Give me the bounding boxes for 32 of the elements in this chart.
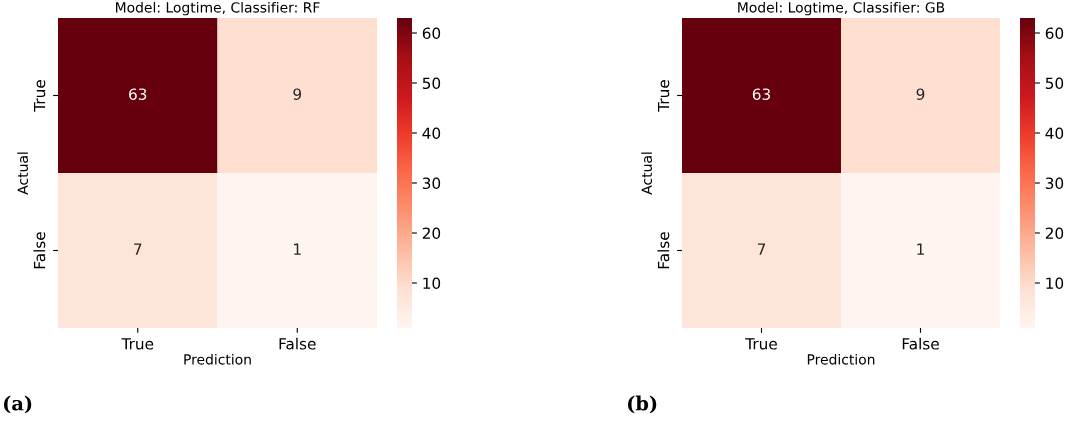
color-bar-label: 50 [422, 77, 441, 90]
y-axis-title: Actual [17, 152, 29, 195]
data-label: 9 [916, 88, 925, 100]
chart-title: Model: Logtime, Classifier: GB [738, 1, 945, 16]
color-bar-label: 60 [422, 27, 441, 40]
color-bar-label: 10 [1046, 277, 1064, 290]
x-axis-title: Prediction [184, 353, 251, 365]
color-bar-label: 10 [423, 277, 441, 290]
text: (a) [3, 395, 32, 414]
color-bar-label: 50 [1045, 77, 1064, 90]
x-axis-title: Prediction [807, 353, 875, 365]
color-bar-label: 60 [1045, 27, 1064, 40]
text: (b) [627, 395, 657, 414]
data-label: 63 [752, 88, 770, 100]
data-label: 1 [917, 243, 924, 255]
data-label: 1 [294, 243, 301, 255]
x-tick-label: False [279, 337, 316, 350]
color-bar-label: 40 [1045, 127, 1064, 140]
color-bar-label: 20 [422, 227, 441, 240]
color-bar-label: 20 [1045, 227, 1064, 240]
data-label: 7 [134, 243, 142, 255]
color-bar-label: 40 [422, 127, 441, 140]
y-axis-title: Actual [641, 152, 653, 195]
data-label: 7 [757, 243, 766, 255]
data-label: 9 [293, 88, 302, 100]
x-tick-label: False [902, 337, 939, 350]
color-bar-label: 30 [422, 177, 441, 190]
chart-title: Model: Logtime, Classifier: RF [116, 1, 320, 16]
data-label: 63 [129, 88, 147, 100]
color-bar-label: 30 [1045, 177, 1064, 190]
x-tick-label: True [745, 338, 777, 350]
x-tick-label: True [121, 338, 154, 350]
